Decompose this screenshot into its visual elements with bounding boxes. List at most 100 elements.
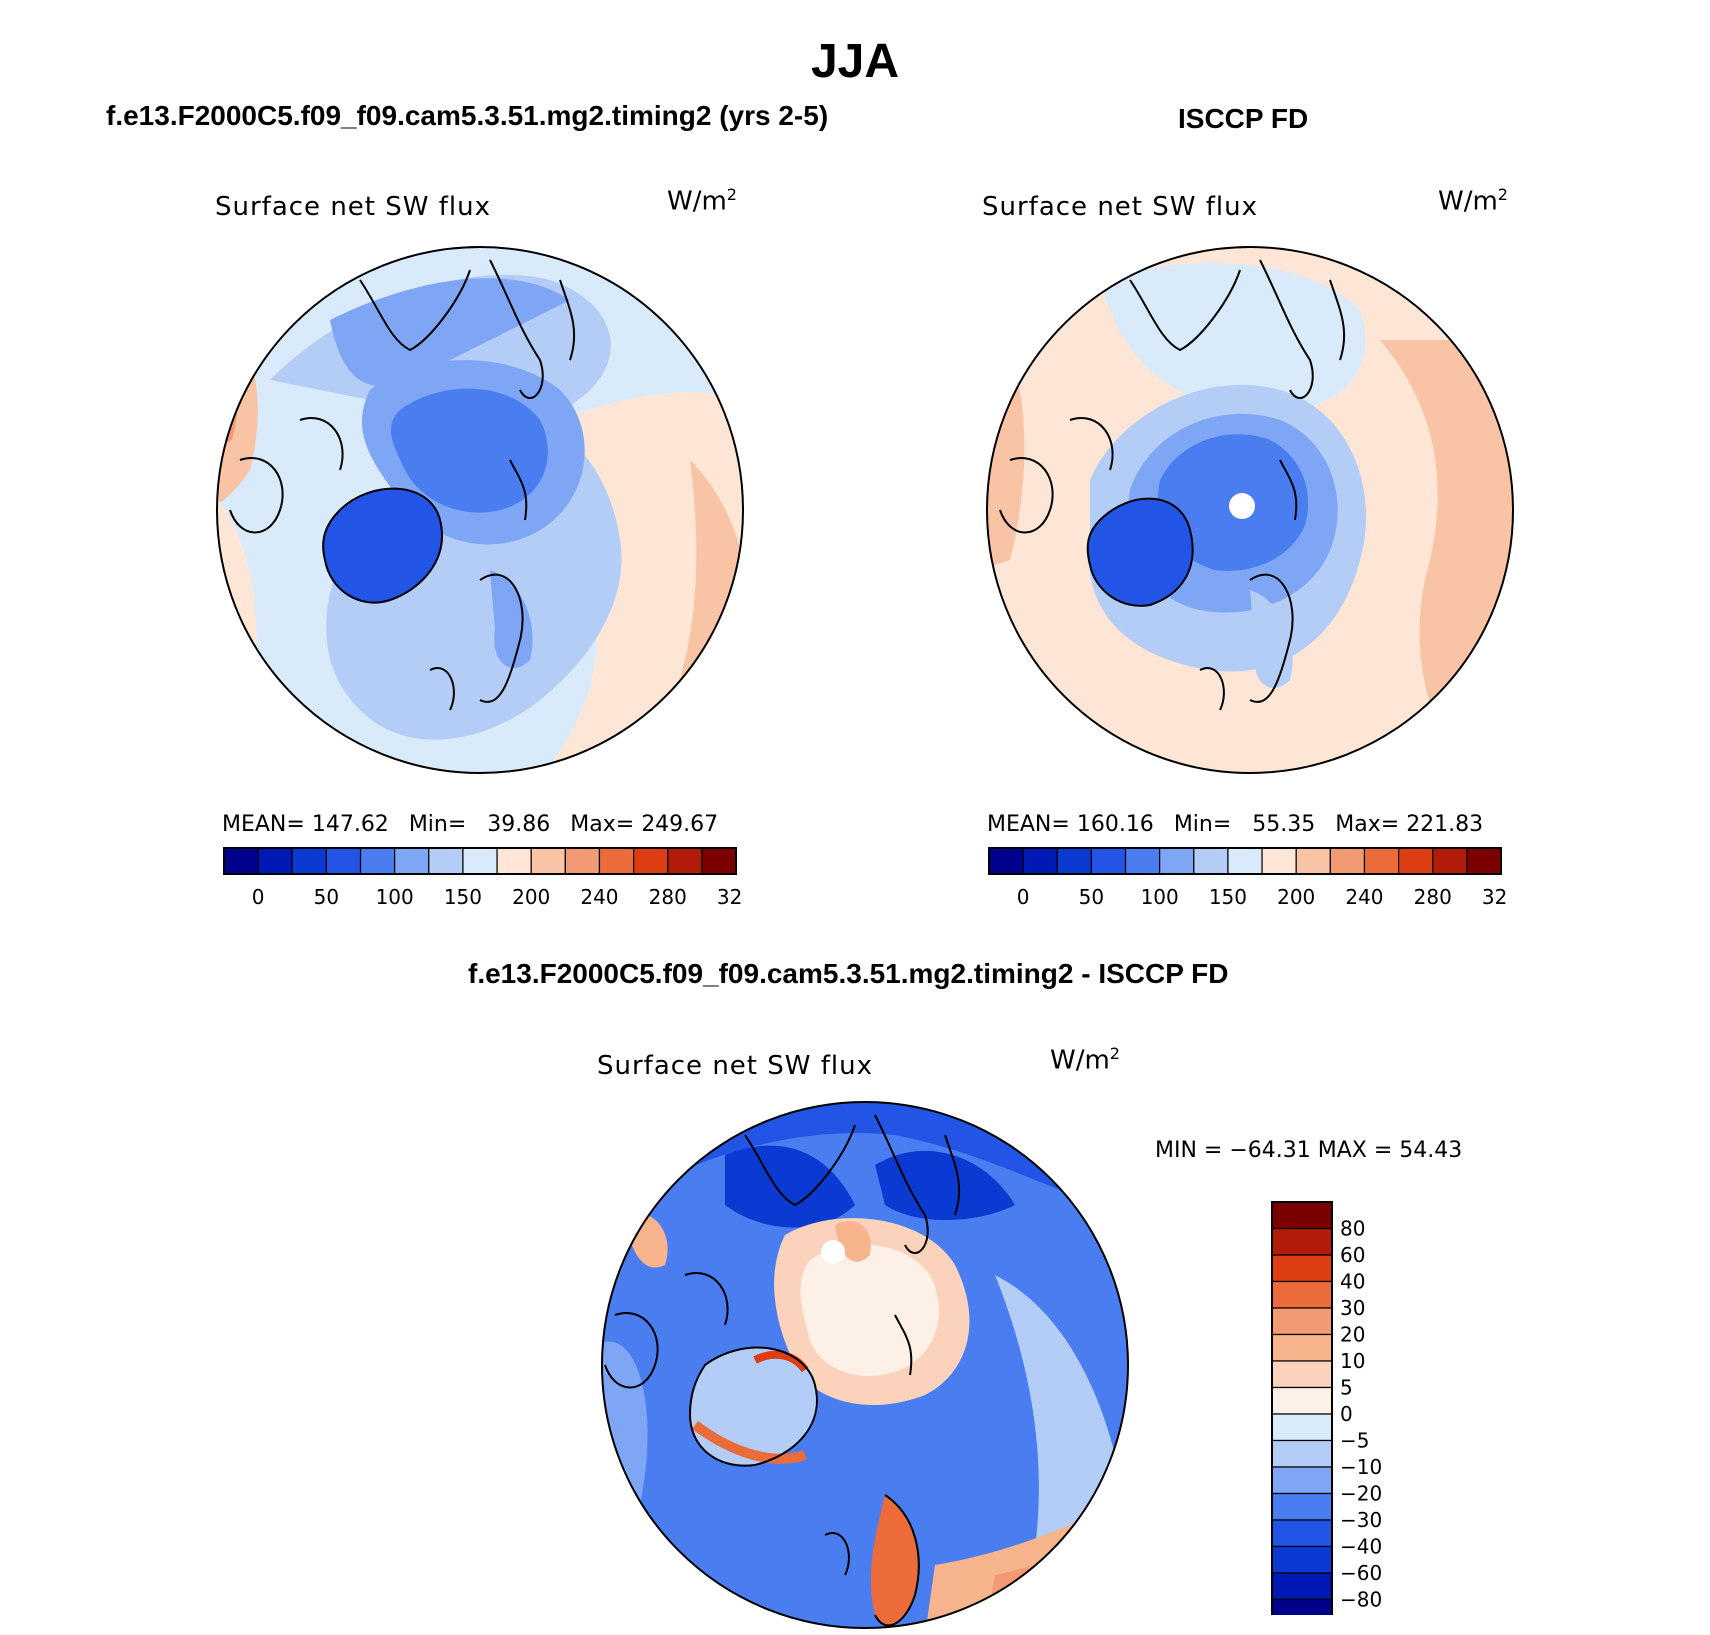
colorbar-tick-label: −60 (1340, 1561, 1382, 1585)
colorbar-swatch (1271, 1360, 1333, 1389)
colorbar-tick-label: 60 (1340, 1243, 1365, 1267)
colorbar-swatch (1159, 847, 1195, 875)
colorbar-swatch (1271, 1439, 1333, 1468)
colorbar-swatch (1261, 847, 1297, 875)
colorbar-tick-label: −40 (1340, 1535, 1382, 1559)
colorbar-swatch (1271, 1545, 1333, 1574)
panel-1-map-border (216, 246, 744, 774)
colorbar-tick-label: 280 (649, 885, 687, 909)
colorbar-swatch (291, 847, 328, 875)
colorbar-tick-label: 50 (314, 885, 339, 909)
colorbar-tick-label: 0 (1340, 1402, 1353, 1426)
colorbar-tick-label: −20 (1340, 1482, 1382, 1506)
colorbar-tick-label: 150 (1209, 885, 1247, 909)
colorbar-swatch (394, 847, 430, 875)
diff-pole-hole (821, 1240, 845, 1264)
diff-coastlines (604, 1114, 961, 1627)
colorbar-swatch (1227, 847, 1263, 875)
colorbar-swatch (496, 847, 532, 875)
panel-2-case-title: ISCCP FD (1178, 103, 1309, 134)
colorbar-swatch (428, 847, 464, 875)
colorbar-swatch (564, 847, 601, 875)
colorbar-swatch (325, 847, 362, 875)
colorbar-swatch (1271, 1572, 1333, 1601)
colorbar-tick-label: 280 (1414, 885, 1452, 909)
panel-1-field-warm-region-4 (217, 340, 238, 450)
colorbar-swatch (1271, 1598, 1333, 1615)
colorbar-swatch (1432, 847, 1468, 875)
colorbar-swatch (1271, 1386, 1333, 1415)
diff-minmax: MIN = −64.31 MAX = 54.43 (1155, 1138, 1463, 1163)
colorbar-swatch (1090, 847, 1127, 875)
colorbar-swatch (1329, 847, 1366, 875)
diff-plot-title: Surface net SW flux (597, 1051, 873, 1081)
colorbar-tick-label: −80 (1340, 1588, 1382, 1612)
colorbar-tick-label: 40 (1340, 1270, 1365, 1294)
colorbar-tick-label: 100 (376, 885, 414, 909)
panel-2-colorbar: 0 50 100 150 200 240 280 320 (988, 847, 1507, 909)
colorbar-swatch (1193, 847, 1229, 875)
colorbar-swatch (1022, 847, 1058, 875)
colorbar-tick-label: 5 (1340, 1376, 1353, 1400)
colorbar-tick-label: 320 (717, 885, 742, 909)
colorbar-swatch (257, 847, 293, 875)
colorbar-tick-label: 20 (1340, 1323, 1365, 1347)
colorbar-swatch (359, 847, 396, 875)
panel-1-colorbar: 0 50 100 150 200 240 280 320 (223, 847, 742, 909)
diff-field-greenland (690, 1347, 817, 1466)
panel-1-field-cool-region-2 (330, 278, 570, 387)
colorbar-swatch (1466, 847, 1502, 875)
colorbar-swatch (1271, 1201, 1333, 1230)
panel-1-polar-map (216, 246, 744, 774)
panel-1-plot-title: Surface net SW flux (215, 192, 491, 222)
colorbar-swatch (1271, 1254, 1333, 1283)
colorbar-swatch (1271, 1227, 1333, 1256)
colorbar-swatch (530, 847, 566, 875)
colorbar-swatch (1056, 847, 1093, 875)
colorbar-tick-label: −5 (1340, 1429, 1369, 1453)
colorbar-tick-label: 50 (1079, 885, 1104, 909)
colorbar-swatch (1271, 1492, 1333, 1521)
colorbar-tick-label: 320 (1482, 885, 1507, 909)
colorbar-tick-label: 0 (252, 885, 265, 909)
colorbar-swatch (1124, 847, 1161, 875)
colorbar-swatch (1271, 1466, 1333, 1495)
panel-1-coastlines (229, 259, 576, 711)
colorbar-swatch (988, 847, 1024, 875)
panel-1-stats: MEAN= 147.62 Min= 39.86 Max= 249.67 (222, 812, 719, 837)
colorbar-swatch (1271, 1413, 1333, 1442)
colorbar-tick-label: 200 (1277, 885, 1315, 909)
colorbar-swatch (633, 847, 669, 875)
colorbar-swatch (1271, 1519, 1333, 1548)
figure-title: JJA (810, 35, 900, 88)
colorbar-frame (988, 847, 1502, 875)
colorbar-swatch (598, 847, 635, 875)
diff-field-scandinavia (870, 1495, 919, 1626)
panel-2-stats: MEAN= 160.16 Min= 55.35 Max= 221.83 (987, 812, 1484, 837)
panel-1-units: W/m2 (667, 185, 737, 217)
colorbar-swatch (1363, 847, 1400, 875)
panel-2-pole-hole (1229, 493, 1255, 519)
colorbar-frame (1271, 1201, 1333, 1615)
colorbar-tick-label: 30 (1340, 1296, 1365, 1320)
colorbar-tick-label: −10 (1340, 1455, 1382, 1479)
colorbar-swatch (223, 847, 259, 875)
panel-2-field-cool-region (1100, 263, 1366, 410)
colorbar-tick-label: 0 (1017, 885, 1030, 909)
diff-field-region-2 (725, 1145, 855, 1228)
colorbar-swatch (1295, 847, 1331, 875)
diff-field-greenland-edge-2 (753, 1350, 809, 1373)
colorbar-tick-label: 100 (1141, 885, 1179, 909)
colorbar-swatch (462, 847, 498, 875)
panel-2-coastlines (999, 259, 1346, 711)
colorbar-tick-label: 240 (580, 885, 618, 909)
colorbar-tick-label: 80 (1340, 1217, 1365, 1241)
colorbar-tick-label: 10 (1340, 1349, 1365, 1373)
colorbar-tick-label: −30 (1340, 1508, 1382, 1532)
diff-field-region-3 (875, 1150, 1015, 1220)
diff-polar-map (601, 1101, 1129, 1629)
panel-2-plot-title: Surface net SW flux (982, 192, 1258, 222)
panel-1-case-title: f.e13.F2000C5.f09_f09.cam5.3.51.mg2.timi… (106, 100, 829, 131)
panel-1-field-scandinavia (490, 570, 533, 669)
diff-field-greenland-edge (692, 1420, 807, 1464)
